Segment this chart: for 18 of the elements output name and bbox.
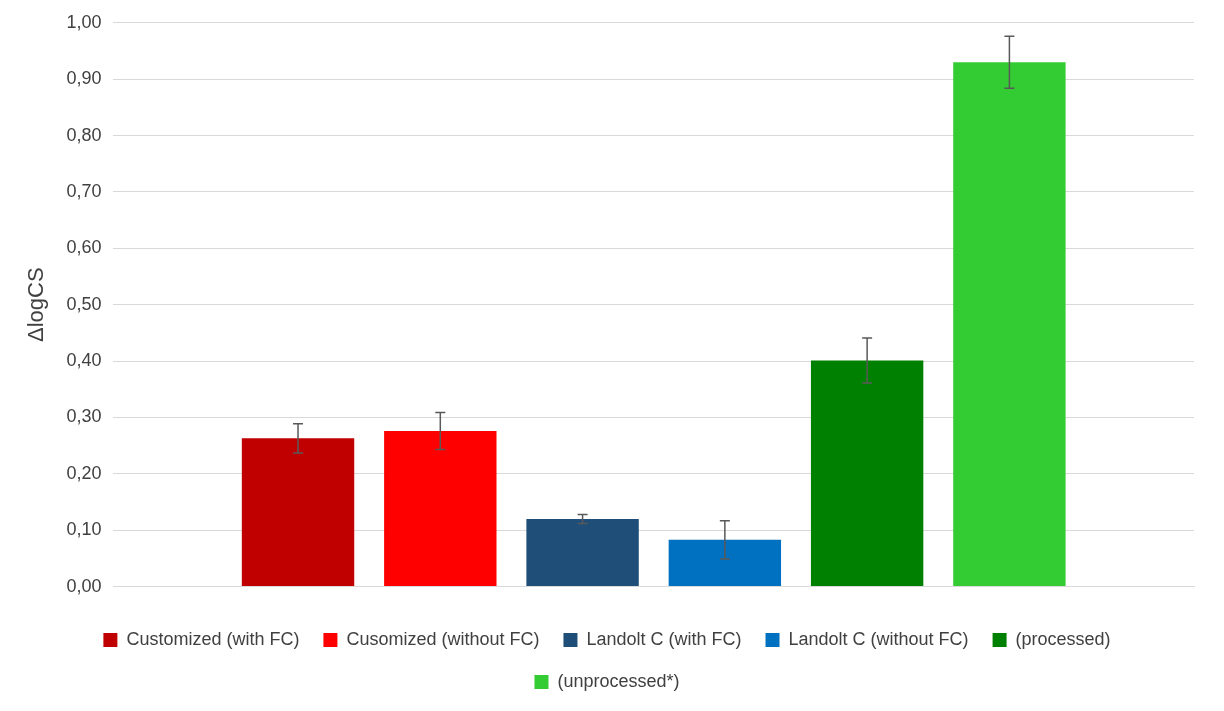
y-tick-label: 0,00 (66, 575, 102, 596)
legend-label: (processed) (1015, 628, 1111, 649)
legend-label: (unprocessed*) (557, 670, 680, 691)
legend-label: Landolt C (with FC) (586, 628, 742, 649)
y-tick-label: 0,50 (66, 293, 102, 314)
y-tick-label: 0,70 (66, 180, 102, 201)
y-tick-label: 0,20 (66, 462, 102, 483)
y-tick-label: 0,30 (66, 406, 102, 427)
legend-label: Customized (with FC) (126, 628, 300, 649)
y-tick-label: 0,90 (66, 68, 102, 89)
y-axis-title: ΔlogCS (23, 267, 49, 343)
y-tick-label: 0,60 (66, 237, 102, 258)
legend-label: Cusomized (without FC) (346, 628, 540, 649)
legend-label: Landolt C (without FC) (788, 628, 969, 649)
y-tick-label: 0,80 (66, 124, 102, 145)
y-tick-label: 0,40 (66, 350, 102, 371)
y-tick-label: 1,00 (66, 11, 102, 32)
y-tick-label: 0,10 (66, 519, 102, 540)
